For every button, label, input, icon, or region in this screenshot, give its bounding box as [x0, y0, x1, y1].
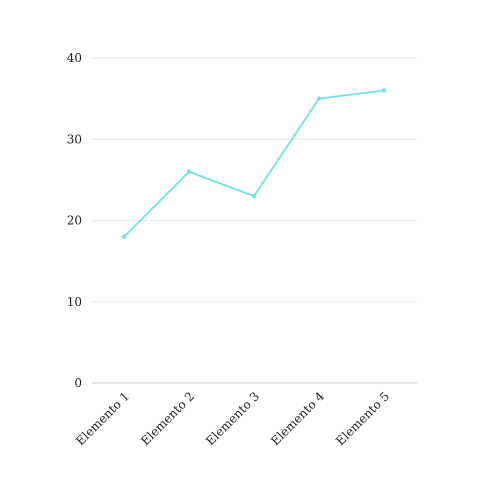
- data-point: [381, 88, 387, 93]
- y-tick-label: 30: [67, 132, 82, 146]
- y-tick-label: 10: [67, 295, 82, 309]
- y-tick-label: 40: [67, 51, 82, 65]
- x-tick-label: Elemento 4: [268, 389, 327, 448]
- data-point: [121, 234, 127, 239]
- grid-lines: [92, 57, 417, 303]
- x-tick-label: Elemento 1: [73, 389, 132, 448]
- y-tick-label: 0: [74, 376, 82, 390]
- x-tick-label: Elemento 2: [138, 389, 197, 448]
- y-tick-label: 20: [67, 214, 82, 228]
- data-point: [251, 193, 257, 199]
- series-layer: [121, 88, 387, 239]
- y-axis-labels: 0 10 20 30 40: [67, 51, 82, 390]
- x-axis-labels: Elemento 1 Elemento 2 Elemento 3 Elemento 4…: [73, 389, 392, 448]
- series-line: [123, 89, 385, 238]
- x-tick-label: Elemento 5: [333, 389, 392, 448]
- data-point: [186, 169, 192, 174]
- x-tick-label: Elemento 3: [203, 389, 262, 448]
- data-point: [316, 96, 322, 101]
